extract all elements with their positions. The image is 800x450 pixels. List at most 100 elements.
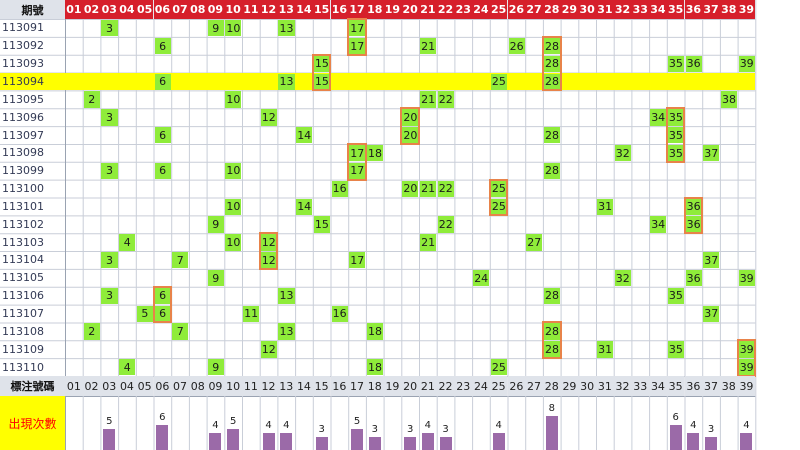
hit-cell: 20	[402, 109, 419, 126]
count-bar	[705, 437, 718, 450]
footer-number: 26	[507, 376, 526, 396]
footer-number: 35	[666, 376, 685, 396]
header-number: 14	[295, 0, 313, 19]
count-bar	[439, 437, 452, 450]
header-number: 04	[118, 0, 136, 19]
count-value: 4	[283, 420, 290, 432]
period-label: 113096	[2, 110, 44, 124]
hit-cell: 13	[278, 73, 295, 90]
header-number: 34	[649, 0, 667, 19]
streak-box	[347, 18, 367, 56]
period-label: 113110	[2, 360, 44, 374]
hit-cell: 12	[260, 234, 277, 251]
footer-number: 30	[578, 376, 596, 396]
hit-cell: 14	[296, 198, 313, 215]
count-value: 3	[371, 424, 378, 436]
period-label: 113095	[2, 92, 44, 106]
hit-cell: 7	[172, 323, 189, 340]
hit-cell: 28	[543, 287, 561, 305]
footer-number: 31	[596, 376, 614, 396]
hit-cell: 17	[349, 252, 366, 269]
hit-cell: 34	[650, 216, 667, 233]
hit-cell: 36	[685, 55, 702, 73]
hit-cell: 17	[349, 162, 366, 180]
count-value: 4	[495, 420, 502, 432]
hit-cell: 14	[296, 127, 313, 144]
hit-cell: 6	[154, 127, 171, 144]
footer-number: 17	[348, 376, 366, 396]
count-value: 4	[743, 420, 750, 432]
hit-cell: 28	[543, 341, 561, 358]
header-number: 21	[419, 0, 437, 19]
hit-cell: 7	[172, 252, 189, 269]
hit-cell: 35	[667, 55, 684, 73]
count-bar	[262, 433, 275, 450]
hit-cell: 39	[738, 55, 755, 73]
footer-number: 22	[436, 376, 455, 396]
count-value: 3	[442, 424, 449, 436]
hit-cell: 18	[366, 144, 384, 162]
period-label: 113093	[2, 57, 44, 71]
hit-cell: 4	[119, 359, 136, 376]
hit-cell: 27	[526, 234, 543, 251]
period-label: 113106	[2, 289, 44, 303]
header-number: 38	[719, 0, 738, 19]
hit-cell: 22	[437, 216, 454, 233]
header-number: 16	[330, 0, 349, 19]
count-value: 4	[212, 420, 219, 432]
hit-cell: 15	[313, 216, 330, 233]
hit-cell: 21	[420, 91, 437, 108]
hit-cell: 38	[720, 91, 738, 108]
header-number: 20	[401, 0, 419, 19]
footer-number: 13	[277, 376, 296, 396]
footer-number: 08	[188, 376, 207, 396]
hit-cell: 6	[154, 37, 171, 55]
hit-cell: 17	[349, 37, 366, 55]
period-label: 113103	[2, 235, 44, 249]
header-number: 08	[188, 0, 207, 19]
footer-number: 32	[613, 376, 632, 396]
count-value: 4	[424, 420, 432, 432]
streak-box	[258, 232, 279, 270]
header-number: 39	[737, 0, 756, 19]
hit-cell: 28	[543, 73, 561, 90]
header-number: 30	[578, 0, 596, 19]
count-bar	[687, 433, 700, 450]
hit-cell: 6	[154, 73, 171, 90]
header-number: 05	[135, 0, 154, 19]
count-bar	[740, 433, 753, 450]
header-number: 23	[454, 0, 473, 19]
header-number: 13	[277, 0, 296, 19]
hit-cell: 32	[614, 144, 631, 162]
footer-number: 04	[118, 376, 136, 396]
header-number: 02	[82, 0, 101, 19]
streak-box	[400, 107, 420, 145]
header-number: 29	[560, 0, 579, 19]
hit-cell: 5	[136, 305, 153, 322]
hit-cell: 2	[83, 323, 100, 340]
footer-number: 05	[135, 376, 154, 396]
hit-cell: 9	[207, 216, 224, 233]
header-number: 01	[65, 0, 83, 19]
hit-cell: 37	[703, 305, 720, 322]
hit-cell: 37	[703, 144, 720, 162]
header-number: 37	[702, 0, 720, 19]
hit-cell: 10	[225, 91, 242, 108]
hit-cell: 16	[331, 305, 348, 322]
footer-number: 27	[525, 376, 543, 396]
footer-number: 14	[295, 376, 313, 396]
count-bar	[156, 424, 169, 450]
footer-number: 34	[649, 376, 667, 396]
hit-cell: 36	[685, 198, 702, 215]
footer-number: 21	[419, 376, 437, 396]
period-label: 113097	[2, 128, 44, 142]
footer-number: 07	[171, 376, 189, 396]
hit-cell: 12	[260, 341, 277, 358]
hit-cell: 35	[667, 144, 684, 162]
hit-cell: 3	[101, 20, 118, 37]
header-number: 31	[596, 0, 614, 19]
footer-number: 36	[684, 376, 703, 396]
header-number: 17	[348, 0, 366, 19]
footer-label: 標注號碼	[0, 376, 65, 396]
header-number: 09	[206, 0, 225, 19]
